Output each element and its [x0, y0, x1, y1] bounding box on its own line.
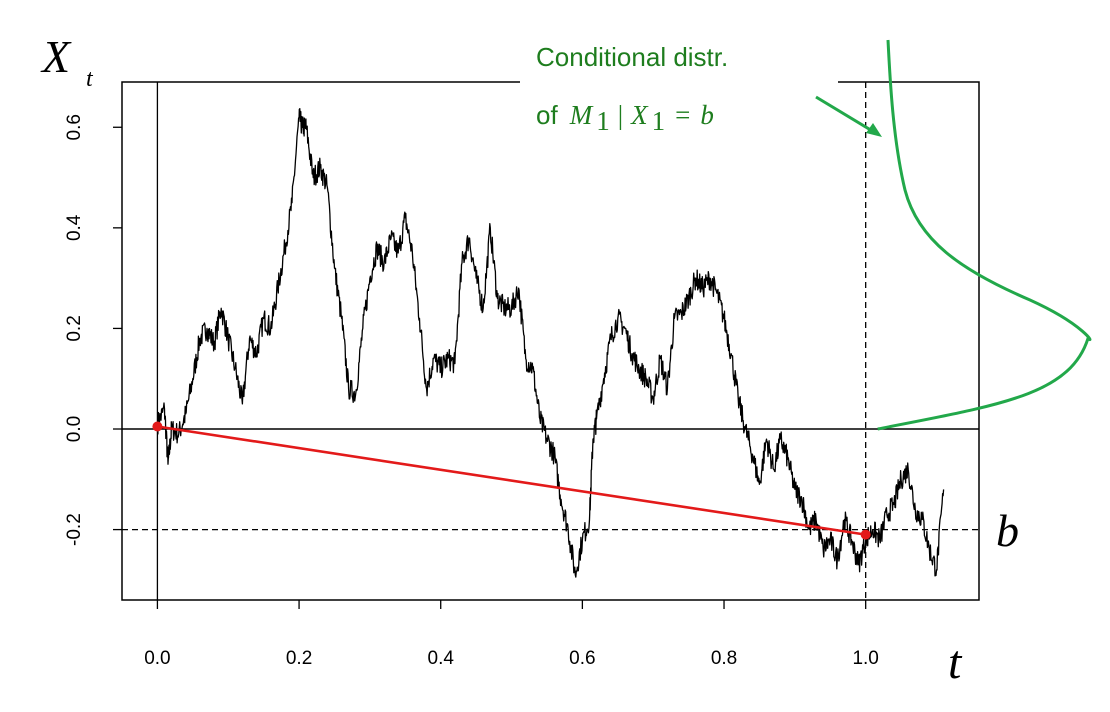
y-tick-label: 0.0: [64, 416, 85, 442]
red-end-point: [860, 529, 871, 540]
b-level-label: b: [996, 505, 1019, 556]
y-tick-label: 0.4: [64, 214, 85, 241]
y-tick-label: -0.2: [64, 513, 85, 546]
math-b: b: [700, 100, 714, 130]
annotation-prefix: of: [536, 100, 558, 130]
x-tick-label: 0.0: [144, 648, 170, 669]
x-tick-label: 0.8: [711, 648, 737, 669]
annotation-background: [520, 30, 838, 155]
x-tick-label: 0.2: [286, 648, 312, 669]
x-tick-label: 1.0: [852, 648, 878, 669]
annotation-arrow: [815, 95, 882, 137]
red-start-point: [152, 421, 163, 432]
math-X: X: [630, 100, 649, 130]
x-axis-symbol: t: [948, 636, 963, 689]
y-tick-label: 0.2: [64, 315, 85, 341]
conditional-density-curve: [877, 39, 1092, 431]
red-bridge-segment: [157, 425, 866, 536]
y-axis-symbol: X: [40, 31, 72, 82]
math-sub-1: 1: [596, 106, 610, 136]
math-eq: =: [675, 100, 690, 130]
math-M: M: [569, 100, 594, 130]
y-axis-ticks: -0.2 0.0 0.2 0.4 0.6: [64, 114, 122, 546]
y-axis-subscript: t: [86, 66, 94, 92]
math-bar: |: [618, 100, 623, 130]
brownian-path-line: [156, 107, 945, 578]
x-tick-label: 0.6: [569, 648, 595, 669]
annotation-line1: Conditional distr.: [536, 42, 728, 72]
math-sub-2: 1: [652, 106, 666, 136]
annotation-line2: of M 1 | X 1 = b: [536, 100, 714, 136]
y-tick-label: 0.6: [64, 114, 85, 140]
x-axis-ticks: 0.0 0.2 0.4 0.6 0.8 1.0: [144, 600, 879, 669]
x-tick-label: 0.4: [428, 648, 455, 669]
